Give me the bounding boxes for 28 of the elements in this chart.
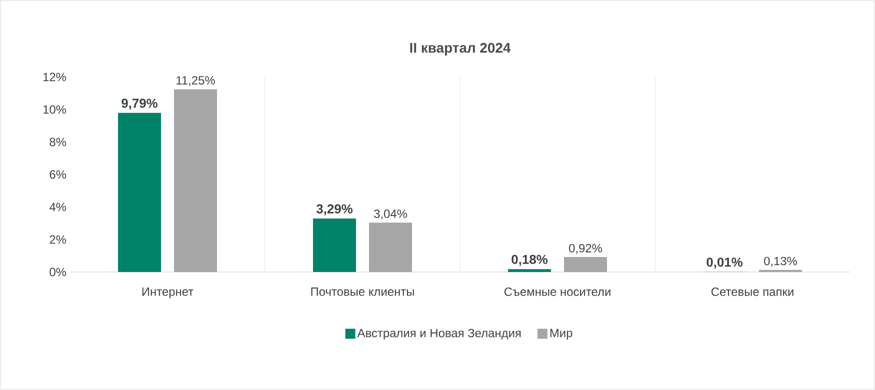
bar	[174, 89, 217, 272]
data-label: 11,25%	[176, 76, 215, 86]
bar	[313, 218, 356, 272]
data-label: 9,79%	[122, 98, 158, 110]
data-label: 0,92%	[569, 244, 602, 254]
x-tick-label: Сетевые папки	[711, 288, 794, 296]
y-tick-label: 8%	[50, 138, 66, 146]
data-label: 3,04%	[374, 210, 408, 220]
legend-label: Австралия и Новая Зеландия	[357, 328, 521, 340]
data-label: 0,13%	[764, 256, 798, 267]
bar	[118, 112, 161, 272]
bar	[508, 269, 552, 272]
data-label: 3,29%	[316, 204, 353, 216]
y-tick-label: 4%	[49, 202, 66, 212]
bar	[564, 257, 608, 272]
chart-title: II квартал 2024	[410, 42, 511, 56]
x-tick-label: Интернет	[142, 288, 194, 298]
bar	[369, 222, 412, 272]
data-label: 0,18%	[512, 254, 548, 266]
data-label: 0,01%	[706, 258, 743, 269]
y-tick-label: 10%	[43, 105, 66, 114]
x-tick-label: Почтовые клиенты	[311, 288, 414, 296]
y-tick-label: 0%	[50, 268, 66, 276]
y-tick-label: 6%	[50, 170, 66, 179]
y-tick-label: 12%	[43, 72, 66, 82]
x-tick-label: Съемные носители	[504, 288, 610, 296]
y-tick-label: 2%	[50, 235, 66, 244]
legend-label: Мир	[550, 328, 572, 340]
